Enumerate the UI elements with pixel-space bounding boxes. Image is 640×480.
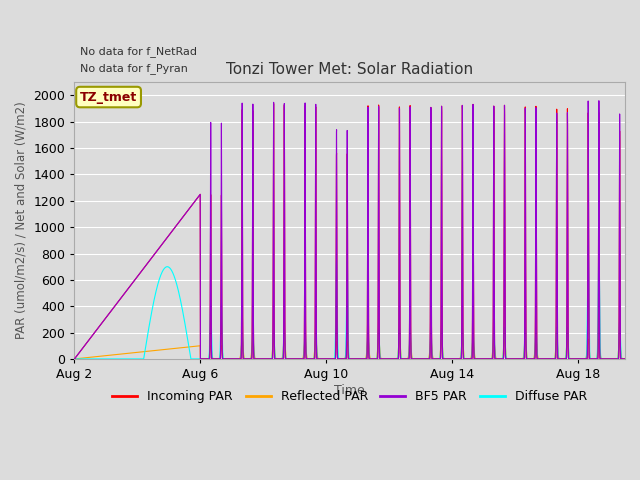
Title: Tonzi Tower Met: Solar Radiation: Tonzi Tower Met: Solar Radiation	[226, 62, 474, 77]
Text: TZ_tmet: TZ_tmet	[80, 91, 137, 104]
Text: No data for f_NetRad: No data for f_NetRad	[80, 46, 197, 57]
Y-axis label: PAR (umol/m2/s) / Net and Solar (W/m2): PAR (umol/m2/s) / Net and Solar (W/m2)	[15, 102, 28, 339]
Text: No data for f_Pyran: No data for f_Pyran	[80, 63, 188, 74]
Legend: Incoming PAR, Reflected PAR, BF5 PAR, Diffuse PAR: Incoming PAR, Reflected PAR, BF5 PAR, Di…	[108, 385, 592, 408]
X-axis label: Time: Time	[334, 384, 365, 397]
